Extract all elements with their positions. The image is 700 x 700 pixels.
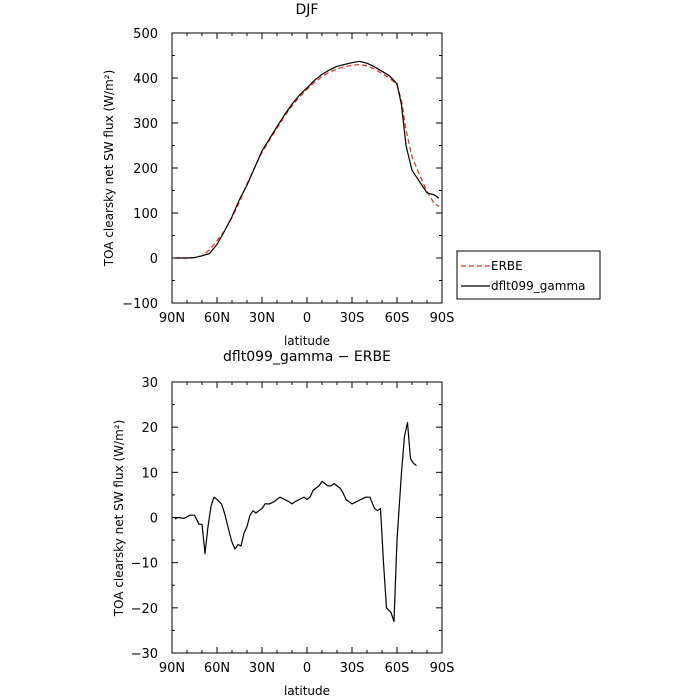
legend-label-model: dflt099_gamma <box>491 279 586 293</box>
y-tick-label: 0 <box>150 512 158 527</box>
x-ticks: 90N 60N 30N 0 30S 60S 90S <box>159 33 455 326</box>
y-tick-label: 300 <box>133 117 158 132</box>
chart-title: dflt099_gamma − ERBE <box>223 349 391 365</box>
x-tick-label: 90N <box>159 661 185 676</box>
y-tick-label: −30 <box>131 647 158 662</box>
difference-line <box>174 422 417 623</box>
legend-box <box>456 250 601 300</box>
legend-label-erbe: ERBE <box>491 259 523 273</box>
y-tick-label: 400 <box>133 72 158 87</box>
legend: ERBE dflt099_gamma <box>456 250 601 300</box>
x-tick-label: 60N <box>204 311 230 326</box>
x-tick-label: 30S <box>340 661 365 676</box>
x-axis: 90N 60N 30N 0 30S 60S 90S latitude <box>159 382 455 698</box>
y-tick-label: 500 <box>133 27 158 42</box>
x-ticks: 90N 60N 30N 0 30S 60S 90S <box>159 382 455 676</box>
y-tick-label: −100 <box>122 297 158 312</box>
plot-frame <box>171 381 443 654</box>
plot-frame <box>171 32 443 304</box>
x-tick-label: 90S <box>430 311 455 326</box>
flux-chart: DJF 90N 60N 30N 0 30S 60S 90S latitude −100 0 10… <box>102 2 454 348</box>
x-tick-label: 30N <box>249 661 275 676</box>
x-axis: 90N 60N 30N 0 30S 60S 90S latitude <box>159 33 455 348</box>
x-tick-label: 90N <box>159 311 185 326</box>
y-axis: −30 −20 −10 0 10 20 30 TOA clearsky net SW flu… <box>112 376 442 662</box>
x-tick-label: 30S <box>340 311 365 326</box>
x-axis-label: latitude <box>284 684 330 698</box>
y-ticks: −100 0 100 200 300 400 500 <box>122 27 442 312</box>
y-tick-label: 10 <box>141 466 158 481</box>
series-layer <box>175 60 440 259</box>
y-tick-label: 0 <box>150 252 158 267</box>
y-tick-label: 200 <box>133 162 158 177</box>
y-tick-label: −20 <box>131 602 158 617</box>
x-tick-label: 0 <box>303 661 311 676</box>
y-axis-label: TOA clearsky net SW flux (W/m²) <box>112 420 126 618</box>
y-axis-label: TOA clearsky net SW flux (W/m²) <box>102 70 116 268</box>
x-axis-label: latitude <box>284 334 330 348</box>
x-tick-label: 30N <box>249 311 275 326</box>
x-tick-label: 60S <box>385 661 410 676</box>
y-tick-label: 20 <box>141 421 158 436</box>
y-tick-label: 30 <box>141 376 158 391</box>
y-ticks: −30 −20 −10 0 10 20 30 <box>131 376 442 662</box>
chart-title: DJF <box>296 2 319 18</box>
y-tick-label: −10 <box>131 557 158 572</box>
series-layer <box>174 422 417 623</box>
y-tick-label: 100 <box>133 207 158 222</box>
x-tick-label: 60N <box>204 661 230 676</box>
y-axis: −100 0 100 200 300 400 500 TOA clearsky net SW… <box>102 27 442 312</box>
x-tick-label: 0 <box>303 311 311 326</box>
x-tick-label: 90S <box>430 661 455 676</box>
x-tick-label: 60S <box>385 311 410 326</box>
series-line-dflt099-gamma <box>175 60 440 259</box>
difference-chart: dflt099_gamma − ERBE 90N 60N 30N 0 30S 60S 90S… <box>112 349 454 698</box>
